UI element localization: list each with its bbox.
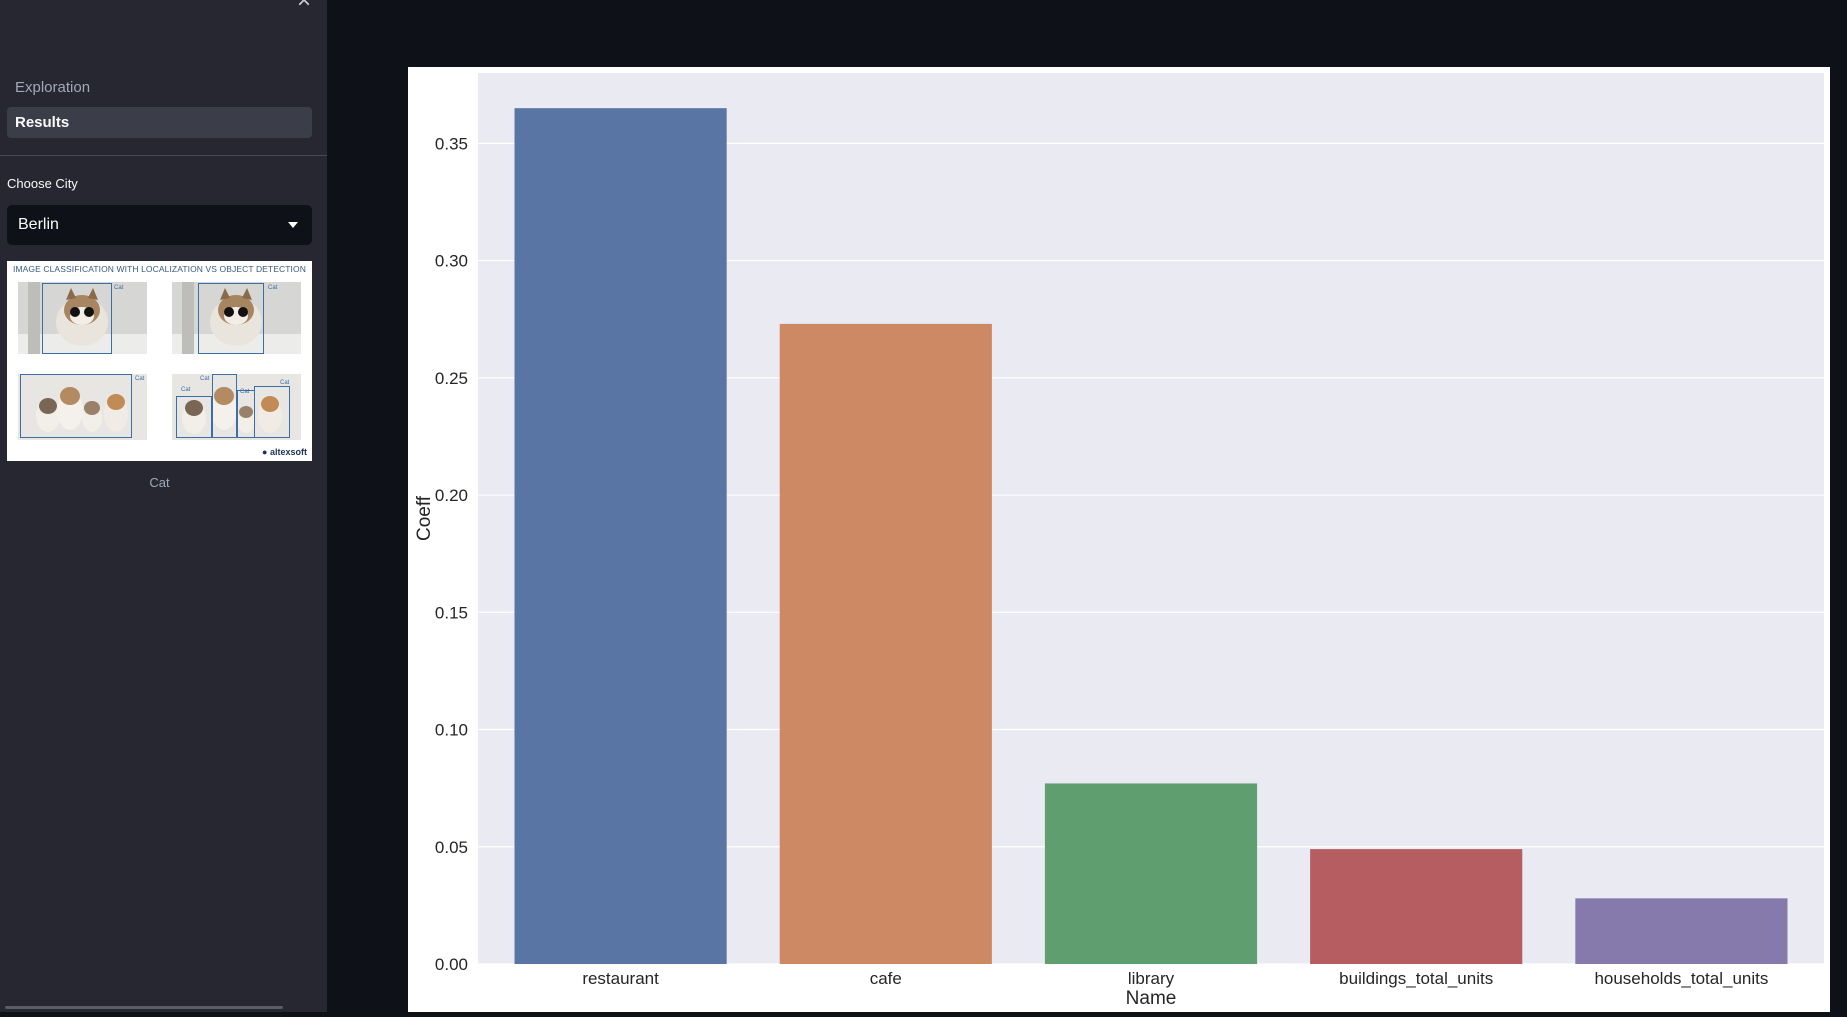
y-tick-label: 0.30 — [435, 252, 468, 271]
x-tick-label: buildings_total_units — [1339, 969, 1493, 988]
city-select-value: Berlin — [18, 216, 59, 233]
cat-detection-image: IMAGE CLASSIFICATION WITH LOCALIZATION V… — [7, 261, 312, 461]
bar-households-total-units — [1575, 898, 1788, 964]
y-axis-label: Coeff — [414, 495, 435, 541]
cat-photo-4: Cat Cat Cat Cat — [172, 374, 301, 446]
sidebar: × Exploration Results Choose City Berlin… — [0, 0, 327, 1012]
x-tick-label: households_total_units — [1594, 969, 1768, 988]
y-tick-label: 0.35 — [435, 134, 468, 153]
y-tick-label: 0.25 — [435, 369, 468, 388]
sidebar-scrollbar[interactable] — [5, 1006, 283, 1009]
y-tick-label: 0.00 — [435, 955, 468, 974]
x-axis-label: Name — [1126, 988, 1177, 1009]
bar-library — [1044, 783, 1258, 964]
cat-photo-2: Cat — [172, 282, 301, 354]
nav-item-results[interactable]: Results — [7, 107, 312, 138]
chart-svg: 0.00 0.05 0.10 0.15 0.20 0.25 0.30 0.35 restaura… — [414, 73, 1824, 1009]
box-label: Cat — [135, 376, 145, 382]
city-select-label: Choose City — [7, 176, 78, 191]
image-title: IMAGE CLASSIFICATION WITH LOCALIZATION V… — [13, 264, 306, 274]
brand-logo: ● altexsoft — [262, 447, 307, 457]
brand-logo-text: altexsoft — [269, 447, 307, 457]
y-tick-label: 0.05 — [435, 838, 468, 857]
box-label: Cat — [240, 389, 250, 395]
x-tick-label: library — [1128, 969, 1175, 988]
coeff-bar-chart: 0.00 0.05 0.10 0.15 0.20 0.25 0.30 0.35 restaura… — [408, 67, 1830, 1012]
cat-photo-1: Cat — [18, 282, 147, 354]
city-select[interactable]: Berlin — [7, 205, 312, 245]
x-tick-label: restaurant — [582, 969, 659, 988]
bar-buildings-total-units — [1310, 849, 1523, 964]
bar-cafe — [779, 323, 992, 964]
bar-restaurant — [514, 108, 727, 965]
cat-photo-3: Cat — [18, 374, 147, 446]
nav-item-exploration[interactable]: Exploration — [15, 79, 91, 96]
box-label: Cat — [181, 387, 191, 393]
image-caption: Cat — [149, 475, 170, 490]
box-label: Cat — [268, 285, 278, 291]
box-label: Cat — [114, 285, 124, 291]
x-tick-label: cafe — [870, 969, 902, 988]
box-label: Cat — [200, 376, 210, 382]
box-label: Cat — [280, 380, 290, 386]
y-tick-label: 0.15 — [435, 603, 468, 622]
chevron-down-icon — [288, 222, 298, 228]
close-icon[interactable]: × — [296, 0, 311, 14]
sidebar-divider — [0, 155, 327, 156]
brand-logo-icon: ● — [262, 447, 268, 457]
y-tick-label: 0.10 — [435, 721, 468, 740]
y-tick-label: 0.20 — [435, 486, 468, 505]
